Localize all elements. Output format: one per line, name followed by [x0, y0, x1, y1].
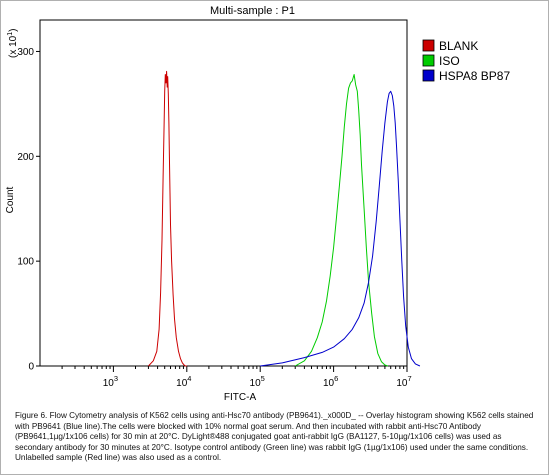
x-tick-label: 105 — [250, 374, 265, 389]
x-tick-exponent: 3 — [114, 374, 118, 383]
y-tick-label: 0 — [28, 362, 34, 373]
figure-caption: Figure 6. Flow Cytometry analysis of K56… — [15, 411, 534, 463]
y-multiplier-suffix: ) — [8, 29, 19, 32]
histogram-series — [148, 70, 421, 367]
y-axis-label: Count — [5, 186, 16, 213]
plot-frame — [39, 19, 408, 367]
y-multiplier-exponent: 1 — [7, 32, 14, 36]
x-tick-label: 107 — [396, 374, 411, 389]
legend-swatch — [422, 39, 435, 52]
legend-label: HSPA8 BP87 — [439, 69, 510, 83]
x-tick-base: 10 — [396, 378, 408, 389]
x-tick-label: 103 — [103, 374, 118, 389]
y-multiplier-prefix: (x 10 — [8, 35, 19, 58]
x-axis-label: FITC-A — [224, 392, 257, 403]
y-tick-label: 100 — [17, 257, 34, 268]
x-axis-ticks: 103 104 105 106 107 — [61, 366, 412, 389]
series-line-iso — [294, 74, 389, 367]
series-line-hspa8-bp87 — [260, 90, 421, 367]
chart-title: Multi-sample : P1 — [210, 5, 295, 17]
x-tick-exponent: 7 — [407, 374, 411, 383]
x-tick-label: 106 — [323, 374, 338, 389]
x-tick-label: 104 — [176, 374, 191, 389]
legend-label: BLANK — [439, 39, 478, 53]
x-tick-base: 10 — [250, 378, 262, 389]
y-tick-label: 300 — [17, 47, 34, 58]
x-tick-exponent: 4 — [187, 374, 191, 383]
y-axis-ticks: 0 100 200 300 — [17, 47, 40, 373]
legend-label: ISO — [439, 54, 460, 68]
series-line-blank — [148, 70, 187, 367]
x-tick-base: 10 — [176, 378, 188, 389]
x-tick-base: 10 — [103, 378, 115, 389]
x-tick-exponent: 5 — [261, 374, 265, 383]
x-tick-exponent: 6 — [334, 374, 338, 383]
x-tick-base: 10 — [323, 378, 335, 389]
legend-swatch — [422, 54, 435, 67]
legend-swatch — [422, 69, 435, 82]
y-multiplier-label: (x 101) — [7, 29, 19, 58]
y-tick-label: 200 — [17, 152, 34, 163]
